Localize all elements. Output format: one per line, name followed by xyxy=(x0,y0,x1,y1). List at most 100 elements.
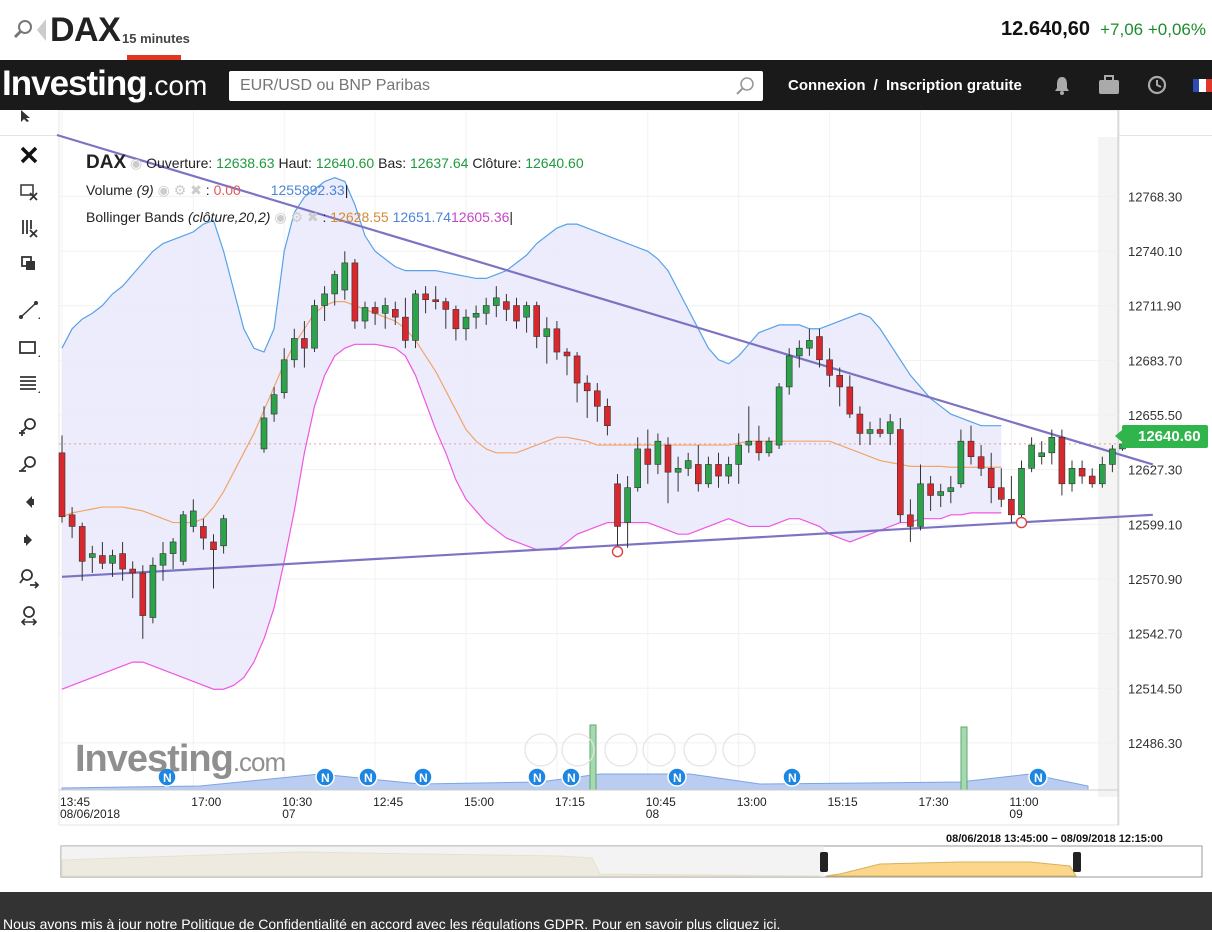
navigator-left-handle xyxy=(820,852,828,872)
delete-drawing-icon[interactable] xyxy=(18,181,40,203)
bell-icon[interactable] xyxy=(1053,75,1071,95)
delete-all-icon[interactable] xyxy=(18,217,40,239)
x-tick-label: 12:45 xyxy=(373,795,403,809)
x-tick-sublabel: 08/06/2018 xyxy=(60,807,120,821)
legend-bb-label: Bollinger Bands xyxy=(86,209,185,225)
candle-body xyxy=(765,440,773,454)
zoom-out-icon[interactable] xyxy=(18,453,40,475)
news-marker xyxy=(782,767,802,787)
scroll-left-icon[interactable] xyxy=(18,491,40,513)
close-icon[interactable] xyxy=(18,144,40,166)
candle-body xyxy=(795,347,803,357)
dropdown-chevron-icon[interactable] xyxy=(37,19,46,41)
x-tick-label: 17:15 xyxy=(555,795,585,809)
scroll-right-icon[interactable] xyxy=(18,529,40,551)
candle-body xyxy=(119,553,126,570)
close-icon[interactable]: ✖ xyxy=(306,209,319,225)
news-marker xyxy=(315,767,335,787)
candle-body xyxy=(311,305,318,349)
candle-body xyxy=(422,293,429,301)
site-search xyxy=(229,71,763,101)
candle-body xyxy=(846,386,854,415)
chart-nav-control xyxy=(524,733,558,767)
cursor-icon[interactable] xyxy=(18,110,36,122)
gdpr-notice[interactable]: Nous avons mis à jour notre Politique de… xyxy=(0,892,1212,932)
news-marker-label: N xyxy=(321,771,330,785)
search-icon[interactable] xyxy=(735,76,755,96)
chart-area[interactable]: 12768.30 12740.10 12711.90 12683.70 12655.50… xyxy=(0,110,1212,880)
y-tick-label: 12740.10 xyxy=(1128,244,1182,259)
clock-icon[interactable] xyxy=(1147,75,1167,95)
legend-low-label: Bas: xyxy=(378,155,407,171)
candle-body xyxy=(280,359,288,394)
news-marker xyxy=(157,767,177,787)
signup-link[interactable]: Inscription gratuite xyxy=(886,77,1022,94)
gear-icon[interactable]: ⚙ xyxy=(173,182,187,198)
legend-volume-value-1: 0.00 xyxy=(213,182,241,198)
candle-body xyxy=(270,394,278,415)
candle-body xyxy=(513,305,520,322)
france-flag-icon[interactable] xyxy=(1193,79,1212,92)
candle-body xyxy=(856,413,864,434)
auth-links: Connexion / Inscription gratuite xyxy=(788,77,1022,94)
candle-body xyxy=(876,429,884,434)
zoom-in-icon[interactable] xyxy=(18,415,40,437)
candle-body xyxy=(806,340,813,349)
candle-body xyxy=(210,541,217,551)
rectangle-tool-icon[interactable] xyxy=(18,337,40,359)
login-link[interactable]: Connexion xyxy=(788,77,866,94)
gear-icon[interactable]: ⚙ xyxy=(290,209,303,225)
candle-body xyxy=(462,316,470,330)
portfolio-icon[interactable] xyxy=(1098,75,1120,95)
candle-body xyxy=(351,262,359,322)
zoom-reset-icon[interactable] xyxy=(18,605,40,627)
legend-high-value: 12640.60 xyxy=(315,155,375,171)
candle-body xyxy=(927,483,934,496)
candle-body xyxy=(967,440,975,457)
candle-body xyxy=(1058,437,1066,485)
candle-body xyxy=(634,448,642,488)
legend-symbol: DAX xyxy=(86,152,127,173)
candle-body xyxy=(139,572,147,616)
y-tick-label: 12627.30 xyxy=(1128,463,1182,478)
candle-body xyxy=(200,526,207,539)
search-input[interactable] xyxy=(229,71,719,101)
eye-icon[interactable]: ◉ xyxy=(157,182,170,198)
candle-body xyxy=(907,514,914,527)
interval-label: 15 minutes xyxy=(122,31,190,46)
candle-body xyxy=(331,274,339,295)
close-icon[interactable]: ✖ xyxy=(190,182,202,198)
price-chart[interactable]: 12768.30 12740.10 12711.90 12683.70 12655.50… xyxy=(0,110,1212,880)
site-logo[interactable]: Investing.com xyxy=(2,64,208,103)
news-marker xyxy=(413,767,433,787)
legend-bb-upper: 12651.74 xyxy=(392,209,451,225)
candle-body xyxy=(482,305,490,314)
x-tick-label: 10:45 xyxy=(646,795,676,809)
watermark-logo: Investing.com xyxy=(75,738,286,780)
auth-separator: / xyxy=(873,77,878,94)
zoom-fit-icon[interactable] xyxy=(18,567,40,589)
chart-nav-control xyxy=(642,733,676,767)
search-icon[interactable] xyxy=(12,18,34,40)
eye-icon[interactable]: ◉ xyxy=(274,209,287,225)
clone-icon[interactable] xyxy=(18,253,40,275)
candle-body xyxy=(301,338,308,349)
chart-nav-control xyxy=(722,733,756,767)
fibonacci-tool-icon[interactable] xyxy=(18,373,40,395)
legend-volume-label: Volume xyxy=(86,182,133,198)
candle-body xyxy=(654,440,662,465)
candle-body xyxy=(533,305,541,337)
x-tick-sublabel: 09 xyxy=(1009,807,1023,821)
eye-icon[interactable]: ◉ xyxy=(130,155,143,171)
drawing-toolbar xyxy=(8,137,48,826)
y-tick-label: 12768.30 xyxy=(1128,189,1182,204)
candle-body xyxy=(109,555,116,564)
candle-body xyxy=(977,456,985,469)
candle-body xyxy=(694,464,702,485)
trendline-tool-icon[interactable] xyxy=(18,299,40,321)
candle-body xyxy=(735,444,743,465)
news-marker-label: N xyxy=(788,771,797,785)
candle-body xyxy=(1099,464,1106,485)
last-price: 12.640,60 xyxy=(1001,18,1090,40)
x-tick-label: 11:00 xyxy=(1009,795,1038,809)
